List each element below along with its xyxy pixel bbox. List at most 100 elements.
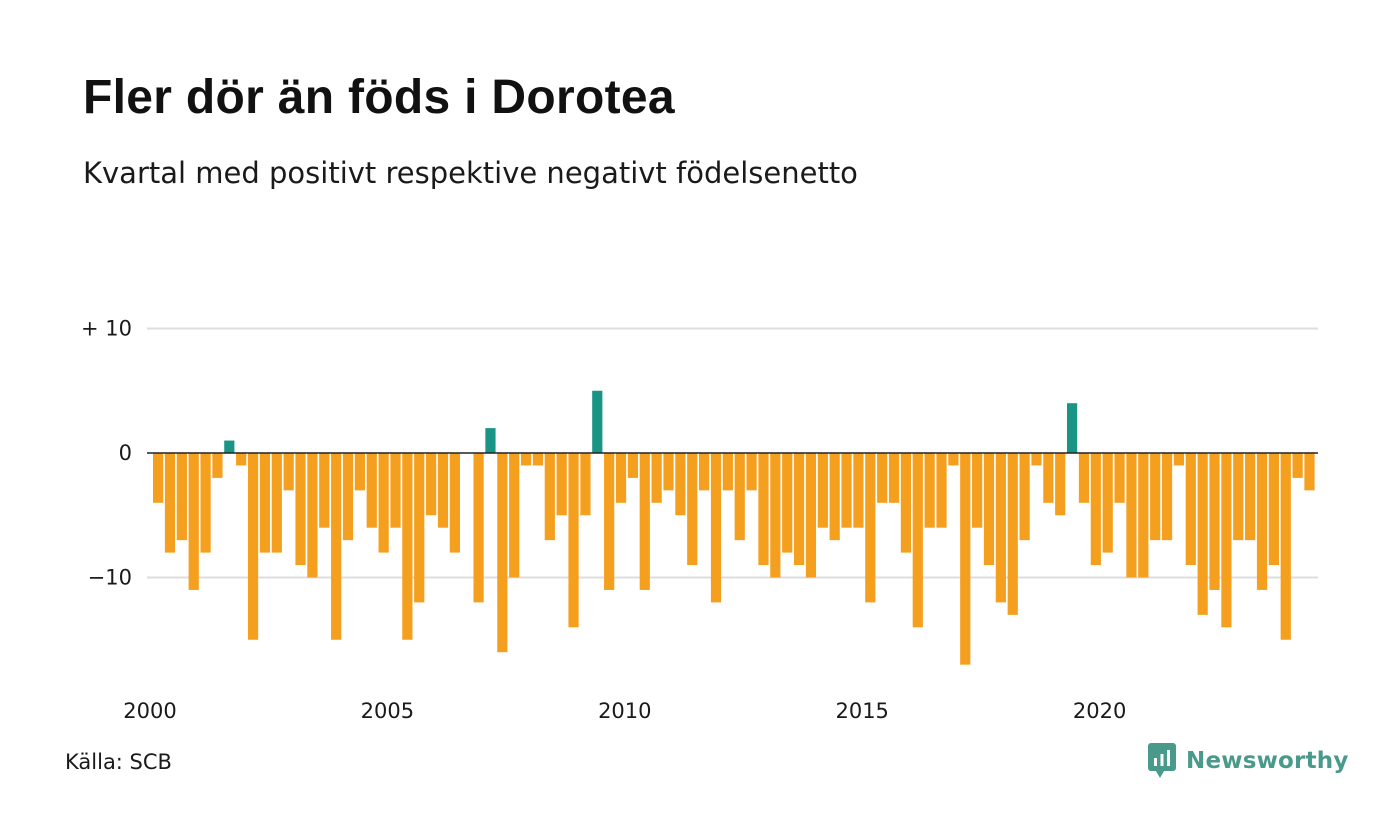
bar-negative <box>1173 453 1185 466</box>
bar-negative <box>259 453 271 553</box>
bar-negative <box>449 453 460 553</box>
bar-negative <box>1221 453 1232 628</box>
bar-negative <box>1292 453 1303 478</box>
x-tick-label: 2020 <box>1073 699 1126 723</box>
brand-logo[interactable]: Newsworthy <box>1148 743 1349 779</box>
bar-negative <box>853 453 864 528</box>
y-tick-label: + 10 <box>81 317 132 341</box>
newsworthy-logo-icon <box>1148 743 1176 778</box>
bar-negative <box>271 453 282 553</box>
bar-negative <box>651 453 662 503</box>
bar-negative <box>758 453 769 566</box>
bar-negative <box>497 453 508 653</box>
bar-negative <box>699 453 710 491</box>
bar-negative <box>1209 453 1220 590</box>
bar-negative <box>164 453 176 553</box>
bar-negative <box>366 453 377 528</box>
x-tick-label: 2000 <box>123 699 176 723</box>
bar-negative <box>200 453 211 553</box>
bar-negative <box>710 453 722 603</box>
bar-negative <box>1031 453 1042 466</box>
bar-negative <box>331 453 342 640</box>
bar-negative <box>509 453 520 578</box>
bar-negative <box>865 453 876 603</box>
bar-negative <box>544 453 555 541</box>
bar-negative <box>1019 453 1030 541</box>
bar-negative <box>1078 453 1090 503</box>
bar-negative <box>805 453 817 578</box>
x-tick-label: 2010 <box>598 699 651 723</box>
bar-negative <box>1245 453 1256 541</box>
bar-negative <box>1185 453 1196 566</box>
bar-negative <box>1126 453 1137 578</box>
bar-negative <box>734 453 745 541</box>
bar-negative <box>948 453 959 466</box>
bar-negative <box>877 453 888 503</box>
bar-negative <box>236 453 247 466</box>
bar-negative <box>307 453 318 578</box>
x-tick-label: 2015 <box>835 699 888 723</box>
bar-negative <box>1043 453 1054 503</box>
bar-negative <box>924 453 935 528</box>
bar-negative <box>319 453 330 528</box>
bar-negative <box>936 453 947 528</box>
chart-title: Fler dör än föds i Dorotea <box>83 71 675 124</box>
bar-negative <box>580 453 591 516</box>
brand-name: Newsworthy <box>1186 748 1349 774</box>
bar-negative <box>153 453 164 503</box>
bar-negative <box>1055 453 1066 516</box>
bar-negative <box>1268 453 1279 566</box>
bar-positive <box>592 390 603 453</box>
bar-positive <box>485 428 496 453</box>
bar-negative <box>414 453 425 603</box>
source-label: Källa: SCB <box>65 750 172 774</box>
bar-negative <box>639 453 650 590</box>
bar-negative <box>983 453 995 566</box>
bar-negative <box>342 453 354 541</box>
bar-negative <box>675 453 686 516</box>
bar-negative <box>402 453 413 640</box>
bar-negative <box>568 453 579 628</box>
bar-negative <box>793 453 805 566</box>
bar-negative <box>188 453 199 590</box>
bar-negative <box>520 453 532 466</box>
bar-negative <box>782 453 793 553</box>
bar-negative <box>212 453 223 478</box>
y-tick-label: 0 <box>119 441 132 465</box>
bar-negative <box>437 453 449 528</box>
bar-negative <box>1090 453 1101 566</box>
bar-negative <box>378 453 389 553</box>
bar-negative <box>687 453 698 566</box>
y-tick-label: −10 <box>88 566 132 590</box>
bar-negative <box>615 453 627 503</box>
bar-negative <box>473 453 484 603</box>
bar-negative <box>1138 453 1149 578</box>
bar-negative <box>532 453 544 466</box>
bar-negative <box>900 453 912 553</box>
bar-negative <box>1233 453 1244 541</box>
bar-positive <box>1066 403 1078 453</box>
bar-negative <box>604 453 615 590</box>
bar-negative <box>426 453 437 516</box>
bar-negative <box>1114 453 1125 503</box>
bar-negative <box>722 453 733 491</box>
bar-negative <box>1150 453 1161 541</box>
bar-negative <box>1256 453 1268 590</box>
bar-negative <box>1280 453 1291 640</box>
bar-negative <box>1304 453 1315 491</box>
x-tick-label: 2005 <box>361 699 414 723</box>
bar-negative <box>841 453 852 528</box>
bar-negative <box>770 453 781 578</box>
bar-negative <box>390 453 401 528</box>
bar-negative <box>1102 453 1113 553</box>
bar-negative <box>817 453 828 528</box>
bar-negative <box>627 453 638 478</box>
bar-negative <box>556 453 567 516</box>
bar-negative <box>888 453 900 503</box>
bar-negative <box>295 453 306 566</box>
bar-negative <box>972 453 983 528</box>
bar-positive <box>224 440 235 453</box>
bar-negative <box>354 453 365 491</box>
bar-negative <box>1007 453 1018 615</box>
